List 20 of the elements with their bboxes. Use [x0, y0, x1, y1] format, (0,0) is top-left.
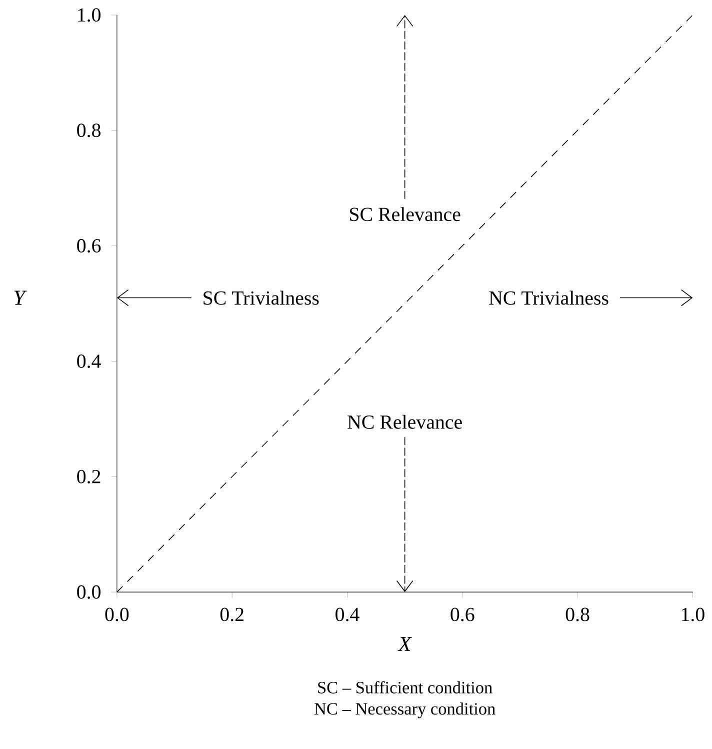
- y-tick-label: 0.2: [77, 470, 100, 484]
- y-tick-label: 0.6: [77, 239, 101, 253]
- y-tick-label: 0.8: [77, 124, 101, 138]
- y-tick-label: 0.0: [77, 585, 101, 599]
- y-tick-label: 1.0: [78, 8, 101, 22]
- annotation: NC Relevance: [348, 414, 462, 429]
- x-tick-label: 0.2: [220, 608, 244, 622]
- annotation: SC Trivialness: [204, 290, 319, 305]
- y-axis-title: Y: [14, 290, 28, 305]
- x-tick-label: 0.4: [336, 608, 360, 622]
- annotation: NC Trivialness: [489, 290, 608, 305]
- x-axis-title: X: [398, 637, 412, 651]
- y-tick-label: 0.4: [77, 354, 102, 368]
- x-tick-label: 0.8: [566, 608, 590, 622]
- x-tick-label: 0.6: [450, 608, 474, 622]
- x-tick-label: 1.0: [682, 608, 705, 622]
- annotation: SC Relevance: [350, 207, 460, 222]
- text: NC – Necessary condition: [314, 702, 496, 718]
- text: SC – Sufficient condition: [318, 681, 493, 694]
- x-tick-label: 0.0: [105, 608, 129, 622]
